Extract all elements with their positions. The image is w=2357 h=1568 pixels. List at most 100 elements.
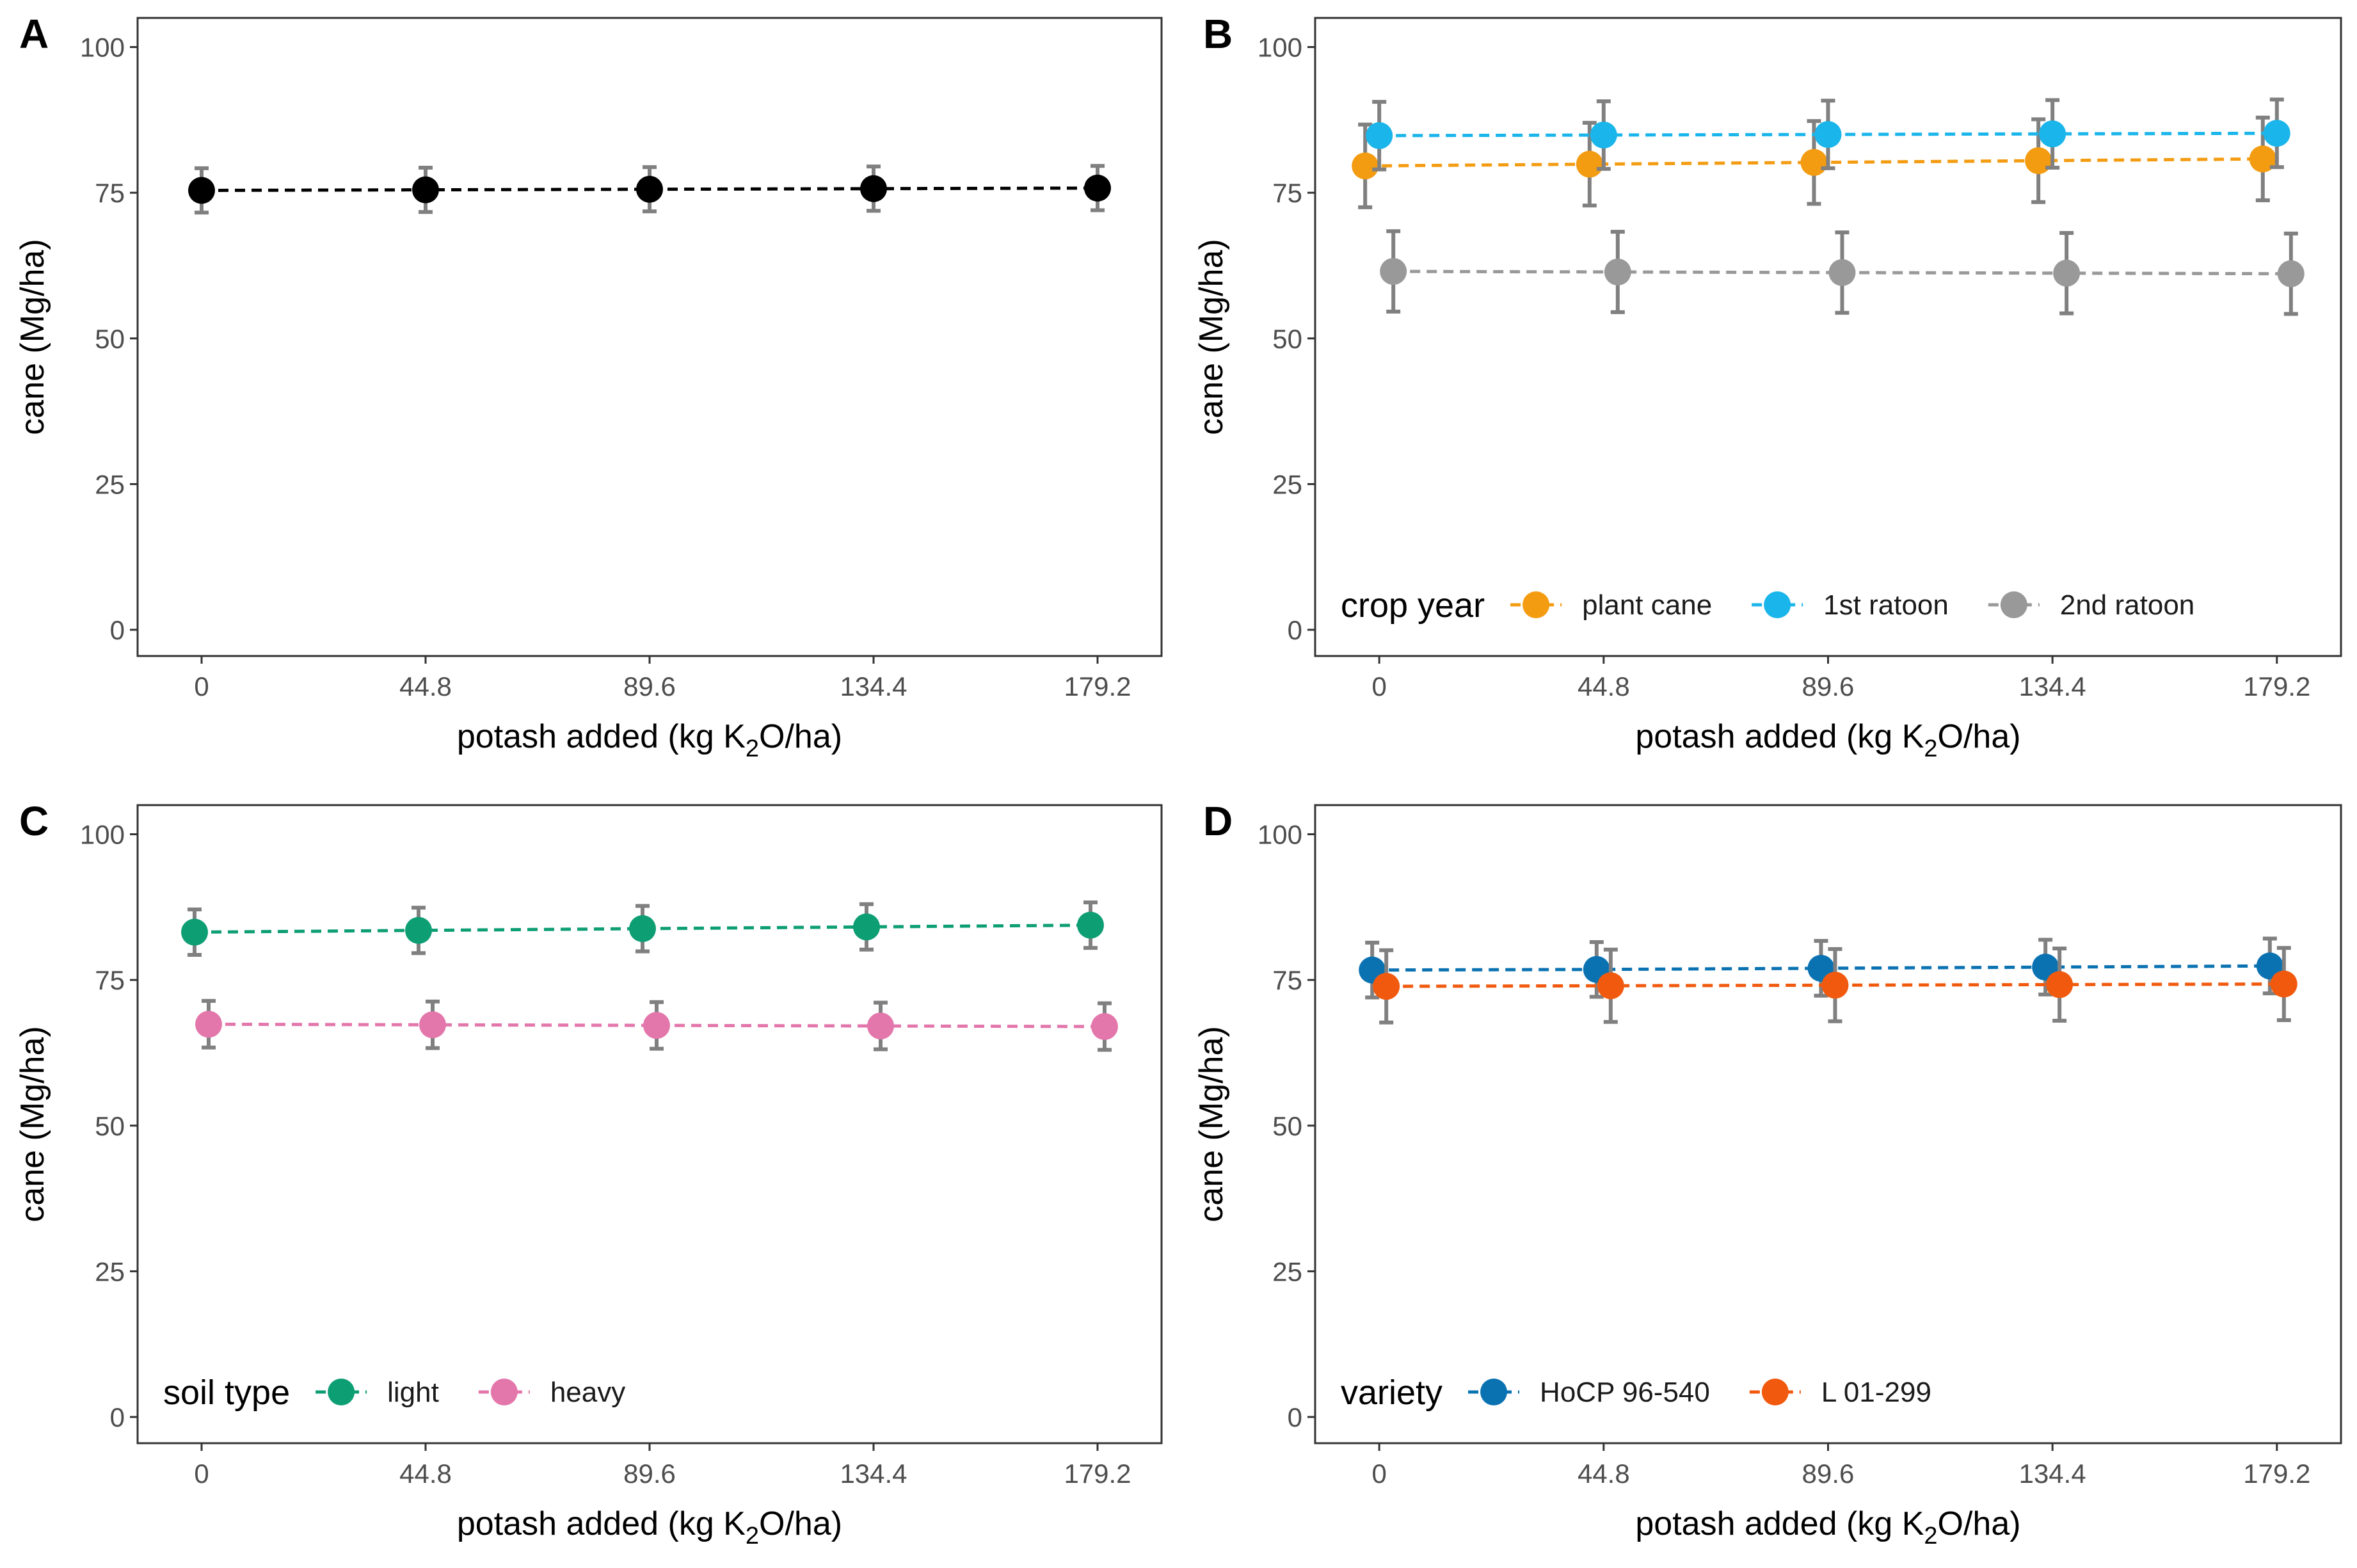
data-point bbox=[853, 913, 880, 941]
panel-letter: A bbox=[19, 11, 49, 57]
data-point bbox=[1352, 152, 1379, 180]
data-point bbox=[2046, 971, 2073, 998]
y-axis-title: cane (Mg/ha) bbox=[1193, 239, 1230, 435]
y-tick-label: 75 bbox=[95, 178, 125, 208]
data-point bbox=[2263, 120, 2290, 147]
x-tick-label: 0 bbox=[1372, 1459, 1387, 1489]
x-tick-label: 179.2 bbox=[1064, 1459, 1131, 1489]
legend: variety HoCP 96-540 L 01-299 bbox=[1341, 1373, 1931, 1412]
legend-label: plant cane bbox=[1582, 589, 1712, 621]
series-all bbox=[188, 164, 1111, 215]
data-point bbox=[2249, 145, 2276, 173]
y-tick-label: 25 bbox=[95, 1256, 125, 1286]
legend-key-point bbox=[1522, 591, 1550, 618]
y-tick-label: 50 bbox=[95, 1111, 125, 1141]
data-point bbox=[1576, 150, 1603, 178]
y-axis-title: cane (Mg/ha) bbox=[1193, 1026, 1230, 1222]
data-point bbox=[2256, 952, 2283, 980]
series-heavy bbox=[195, 998, 1118, 1052]
x-tick-label: 0 bbox=[1372, 671, 1387, 701]
legend-key-point bbox=[1764, 591, 1791, 618]
x-tick-label: 134.4 bbox=[2019, 671, 2086, 701]
x-tick-label: 89.6 bbox=[1802, 1459, 1855, 1489]
legend: crop year plant cane 1st ratoon 2nd ratoon bbox=[1341, 586, 2194, 625]
x-tick-label: 179.2 bbox=[2243, 671, 2310, 701]
data-point bbox=[1373, 973, 1400, 1000]
x-tick-label: 89.6 bbox=[1802, 671, 1855, 701]
y-tick-label: 75 bbox=[1272, 965, 1302, 995]
x-tick-label: 44.8 bbox=[399, 1459, 452, 1489]
x-tick-label: 179.2 bbox=[1064, 671, 1131, 701]
data-point bbox=[419, 1011, 446, 1039]
y-tick-label: 0 bbox=[1288, 1402, 1302, 1432]
series-2nd-ratoon bbox=[1380, 229, 2305, 316]
legend-title: soil type bbox=[163, 1373, 290, 1412]
plot-border bbox=[1314, 804, 2342, 1444]
legend-label: L 01-299 bbox=[1821, 1377, 1931, 1408]
x-axis-title: potash added (kg K2O/ha) bbox=[1635, 718, 2020, 762]
x-tick-label: 134.4 bbox=[840, 1459, 907, 1489]
y-tick-label: 25 bbox=[95, 469, 125, 499]
y-tick-label: 50 bbox=[95, 324, 125, 354]
panel-letter: B bbox=[1203, 11, 1233, 57]
legend-label: 2nd ratoon bbox=[2060, 589, 2194, 621]
legend: soil type light heavy bbox=[163, 1373, 625, 1412]
data-point bbox=[1604, 258, 1631, 285]
panel-letter: C bbox=[19, 798, 49, 844]
y-tick-label: 100 bbox=[80, 820, 125, 850]
x-axis-title: potash added (kg K2O/ha) bbox=[457, 1505, 842, 1549]
data-point bbox=[405, 916, 432, 944]
legend-key-point bbox=[1480, 1379, 1508, 1405]
data-point bbox=[1077, 911, 1104, 939]
data-point bbox=[636, 175, 663, 203]
data-point bbox=[181, 918, 208, 946]
data-point bbox=[1366, 122, 1393, 149]
y-tick-label: 50 bbox=[1272, 324, 1302, 354]
plot-border bbox=[136, 804, 1163, 1444]
panel-c: C 0 25 50 75 100 0 44.8 89.6 134.4 179.2 potash add… bbox=[14, 798, 1163, 1549]
data-point bbox=[1597, 972, 1624, 1000]
data-point bbox=[1800, 148, 1828, 176]
legend-label: 1st ratoon bbox=[1823, 589, 1949, 621]
x-tick-label: 44.8 bbox=[1578, 671, 1630, 701]
x-tick-label: 0 bbox=[194, 671, 209, 701]
y-tick-label: 25 bbox=[1272, 1256, 1302, 1286]
panel-d: D 0 25 50 75 100 0 44.8 89.6 134.4 179.2 potash add… bbox=[1193, 798, 2342, 1549]
data-point bbox=[2277, 260, 2305, 287]
x-tick-label: 89.6 bbox=[623, 1459, 676, 1489]
y-tick-label: 0 bbox=[110, 1402, 125, 1432]
data-point bbox=[195, 1011, 222, 1038]
x-tick-label: 179.2 bbox=[2243, 1459, 2310, 1489]
data-point bbox=[2025, 147, 2052, 175]
legend-label: light bbox=[387, 1377, 439, 1408]
panel-b: B 0 25 50 75 100 0 44.8 89.6 134.4 179.2 potash add… bbox=[1193, 11, 2342, 762]
data-point bbox=[1091, 1012, 1118, 1040]
data-point bbox=[1590, 122, 1617, 149]
x-axis-title: potash added (kg K2O/ha) bbox=[1635, 1505, 2020, 1549]
data-point bbox=[188, 177, 215, 204]
data-point bbox=[2270, 970, 2297, 998]
legend-title: variety bbox=[1341, 1373, 1442, 1412]
x-axis-title: potash added (kg K2O/ha) bbox=[457, 718, 842, 762]
data-point bbox=[1380, 258, 1407, 285]
panel-a: A 0 25 50 75 100 0 44.8 89.6 134.4 179.2 potash add… bbox=[14, 11, 1163, 762]
legend-key-point bbox=[328, 1379, 355, 1405]
x-tick-label: 134.4 bbox=[2019, 1459, 2086, 1489]
x-tick-label: 0 bbox=[194, 1459, 209, 1489]
series-1st-ratoon bbox=[1366, 97, 2290, 172]
legend-label: HoCP 96-540 bbox=[1540, 1377, 1710, 1408]
data-point bbox=[1084, 174, 1111, 202]
x-tick-label: 134.4 bbox=[840, 671, 907, 701]
y-tick-label: 0 bbox=[110, 615, 125, 645]
data-point bbox=[1828, 259, 1856, 286]
y-tick-label: 100 bbox=[1258, 820, 1302, 850]
legend-key-point bbox=[1761, 1379, 1789, 1405]
y-axis-title: cane (Mg/ha) bbox=[14, 239, 51, 435]
y-tick-label: 75 bbox=[95, 965, 125, 995]
panel-letter: D bbox=[1203, 798, 1233, 844]
legend-title: crop year bbox=[1341, 586, 1485, 625]
data-point bbox=[2053, 259, 2081, 287]
data-point bbox=[2039, 120, 2066, 148]
data-point bbox=[412, 176, 439, 204]
